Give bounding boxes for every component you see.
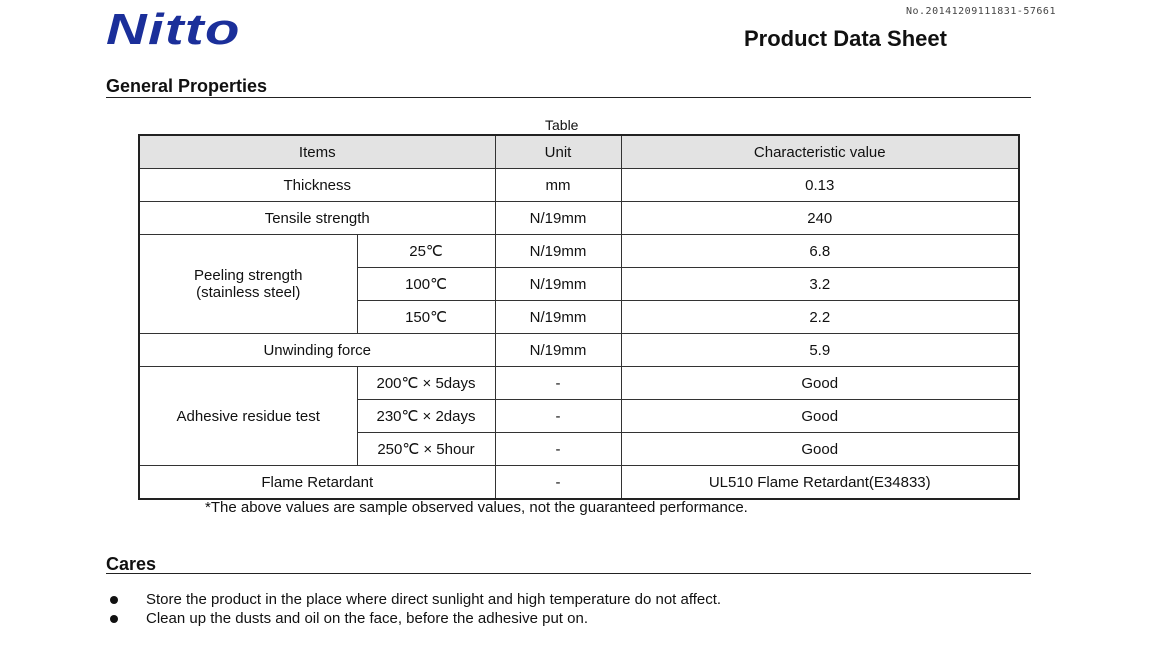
condition-cell: 100℃ <box>356 267 496 301</box>
item-cell: Thickness <box>138 168 496 202</box>
item-label: Peeling strength <box>194 267 303 284</box>
table-row: Thickness mm 0.13 <box>138 168 1020 202</box>
care-text: Store the product in the place where dir… <box>146 591 722 608</box>
item-cell-peeling: Peeling strength (stainless steel) <box>138 234 358 334</box>
unit-cell: N/19mm <box>494 300 622 334</box>
table-row: 150℃ N/19mm 2.2 <box>139 300 1020 334</box>
table-caption: Table <box>545 117 579 133</box>
column-header-value: Characteristic value <box>620 134 1020 169</box>
unit-cell: - <box>494 399 622 433</box>
value-cell: UL510 Flame Retardant(E34833) <box>620 465 1020 500</box>
table-row: Adhesive residue test 200℃ × 5days - Goo… <box>138 366 1020 466</box>
section-rule <box>106 573 1031 574</box>
unit-cell: N/19mm <box>494 234 622 268</box>
value-cell: 6.8 <box>620 234 1020 268</box>
item-cell: Tensile strength <box>138 201 496 235</box>
item-cell: Flame Retardant <box>138 465 496 500</box>
condition-cell: 200℃ × 5days <box>356 366 496 400</box>
table-footnote: *The above values are sample observed va… <box>205 499 748 516</box>
cares-list: Store the product in the place where dir… <box>106 590 721 628</box>
bullet-icon <box>110 596 118 604</box>
care-text: Clean up the dusts and oil on the face, … <box>146 610 588 627</box>
bullet-icon <box>110 615 118 623</box>
table-row: 250℃ × 5hour - Good <box>139 432 1020 466</box>
page-title: Product Data Sheet <box>744 26 947 51</box>
condition-cell: 150℃ <box>356 300 496 334</box>
unit-cell: mm <box>494 168 622 202</box>
list-item: Store the product in the place where dir… <box>106 590 721 609</box>
unit-cell: N/19mm <box>494 333 622 367</box>
value-cell: Good <box>620 366 1020 400</box>
value-cell: 240 <box>620 201 1020 235</box>
unit-cell: N/19mm <box>494 201 622 235</box>
general-properties-heading: General Properties <box>106 76 268 96</box>
unit-cell: - <box>494 432 622 466</box>
condition-cell: 25℃ <box>356 234 496 268</box>
unit-cell: N/19mm <box>494 267 622 301</box>
unit-cell: - <box>494 465 622 500</box>
item-cell-residue: Adhesive residue test <box>138 366 358 466</box>
properties-table: Items Unit Characteristic value Thicknes… <box>138 134 1020 500</box>
table-row: Flame Retardant - UL510 Flame Retardant(… <box>138 465 1020 500</box>
cares-heading: Cares <box>106 554 157 574</box>
value-cell: 3.2 <box>620 267 1020 301</box>
doc-number: No.20141209111831-57661 <box>906 6 1056 17</box>
table-row: Peeling strength (stainless steel) 25℃ N… <box>138 234 1020 334</box>
unit-cell: - <box>494 366 622 400</box>
table-row: Unwinding force N/19mm 5.9 <box>138 333 1020 367</box>
value-cell: 2.2 <box>620 300 1020 334</box>
value-cell: Good <box>620 399 1020 433</box>
column-header-items: Items <box>138 134 496 169</box>
value-cell: 5.9 <box>620 333 1020 367</box>
column-header-unit: Unit <box>494 134 622 169</box>
condition-cell: 250℃ × 5hour <box>356 432 496 466</box>
table-row: 230℃ × 2days - Good <box>139 399 1020 433</box>
condition-cell: 230℃ × 2days <box>356 399 496 433</box>
list-item: Clean up the dusts and oil on the face, … <box>106 609 721 628</box>
section-rule <box>106 97 1031 98</box>
nitto-logo: Nitto <box>106 5 241 54</box>
table-header-row: Items Unit Characteristic value <box>138 134 1020 169</box>
table-row: Tensile strength N/19mm 240 <box>138 201 1020 235</box>
value-cell: 0.13 <box>620 168 1020 202</box>
value-cell: Good <box>620 432 1020 466</box>
item-label: (stainless steel) <box>196 284 301 301</box>
item-cell: Unwinding force <box>138 333 496 367</box>
